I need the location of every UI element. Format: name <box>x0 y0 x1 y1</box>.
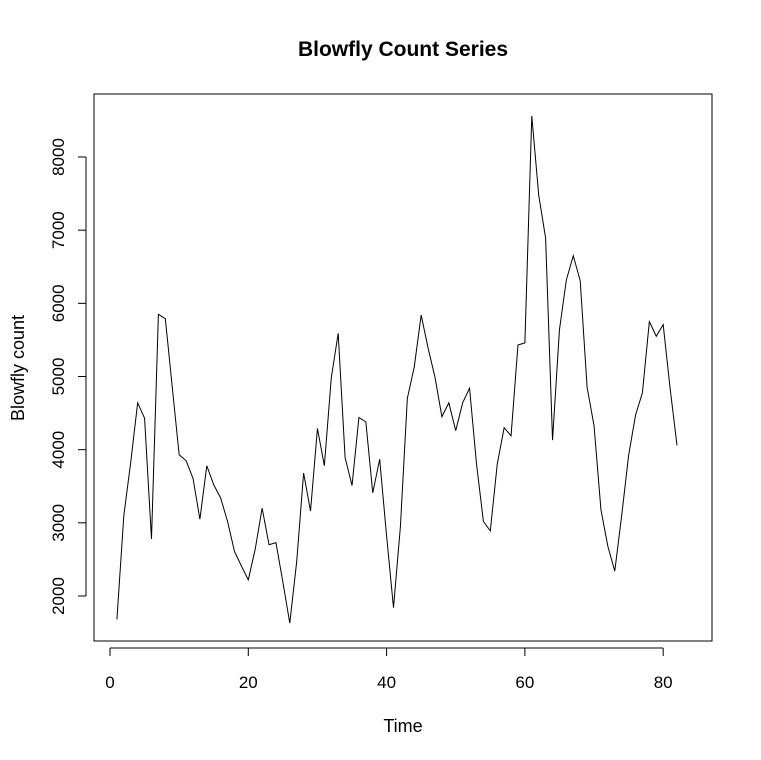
x-tick-label: 80 <box>654 673 673 692</box>
x-tick-label: 0 <box>105 673 114 692</box>
x-tick-label: 60 <box>515 673 534 692</box>
y-tick-label: 8000 <box>49 138 68 176</box>
plot-box <box>93 93 713 642</box>
y-tick-label: 3000 <box>49 504 68 542</box>
x-axis-label: Time <box>383 716 422 736</box>
chart-title: Blowfly Count Series <box>298 38 508 61</box>
x-axis: 0 20 40 60 80 <box>105 647 673 692</box>
y-tick-label: 7000 <box>49 211 68 249</box>
y-axis-label: Blowfly count <box>8 315 28 421</box>
y-axis: 2000 3000 4000 5000 6000 7000 8000 <box>49 138 87 615</box>
series-line <box>116 115 678 624</box>
x-tick-label: 40 <box>377 673 396 692</box>
y-tick-label: 6000 <box>49 284 68 322</box>
y-tick-label: 5000 <box>49 358 68 396</box>
x-tick-label: 20 <box>239 673 258 692</box>
y-tick-label: 2000 <box>49 577 68 615</box>
y-tick-label: 4000 <box>49 431 68 469</box>
